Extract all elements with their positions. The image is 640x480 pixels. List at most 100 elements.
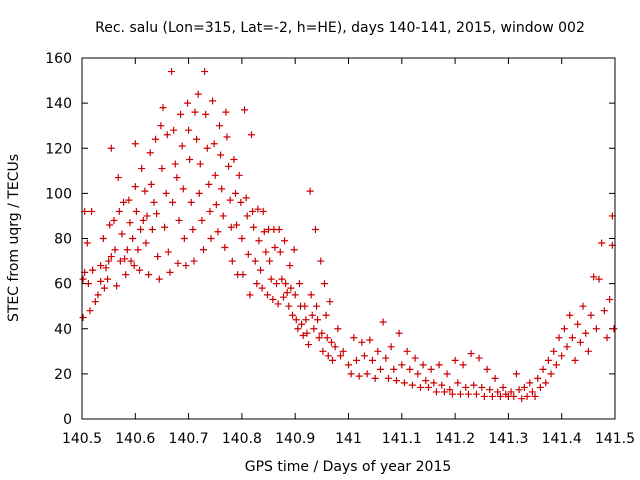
data-point-marker [79, 313, 87, 321]
data-point-marker [221, 244, 229, 252]
data-point-marker [315, 334, 323, 342]
x-tick-label: 141 [335, 431, 362, 447]
data-point-marker [125, 196, 133, 204]
data-point-marker [395, 329, 403, 337]
data-point-marker [190, 257, 198, 265]
data-point-marker [512, 370, 520, 378]
y-tick-label: 0 [63, 412, 72, 428]
data-point-marker [194, 90, 202, 98]
data-point-marker [334, 325, 342, 333]
data-point-marker [271, 244, 279, 252]
data-point-marker [467, 350, 475, 358]
data-point-marker [227, 223, 235, 231]
data-point-marker [275, 225, 283, 233]
data-point-marker [327, 338, 335, 346]
data-point-marker [228, 257, 236, 265]
data-point-marker [451, 356, 459, 364]
data-point-marker [88, 207, 96, 215]
data-point-marker [267, 275, 275, 283]
data-point-marker [371, 374, 379, 382]
data-point-marker [244, 250, 252, 258]
data-point-marker [478, 383, 486, 391]
data-point-marker [294, 325, 302, 333]
y-tick-label: 140 [45, 96, 72, 112]
data-point-marker [400, 379, 408, 387]
data-point-marker [610, 325, 618, 333]
data-point-marker [319, 347, 327, 355]
y-tick-label: 80 [54, 232, 72, 248]
data-point-marker [223, 133, 231, 141]
data-point-marker [337, 352, 345, 360]
data-point-marker [278, 275, 286, 283]
x-tick-label: 141.5 [595, 431, 635, 447]
data-point-marker [141, 187, 149, 195]
data-point-marker [155, 275, 163, 283]
data-point-marker [185, 126, 193, 134]
data-point-marker [576, 338, 584, 346]
data-point-marker [163, 131, 171, 139]
data-point-marker [496, 392, 504, 400]
data-point-marker [424, 383, 432, 391]
x-tick-label: 140.7 [169, 431, 209, 447]
data-point-marker [266, 257, 274, 265]
data-point-marker [79, 275, 87, 283]
data-point-marker [345, 361, 352, 369]
data-point-marker [406, 365, 414, 373]
data-point-marker [314, 316, 322, 324]
data-point-marker [115, 207, 123, 215]
data-point-marker [483, 365, 491, 373]
data-point-marker [212, 201, 220, 209]
data-point-marker [518, 395, 526, 403]
data-point-marker [189, 225, 197, 233]
data-point-marker [232, 189, 240, 197]
data-point-marker [510, 392, 518, 400]
data-point-marker [313, 302, 321, 310]
data-point-marker [387, 343, 395, 351]
data-point-marker [255, 237, 263, 245]
data-point-marker [249, 207, 257, 215]
data-point-marker [247, 131, 255, 139]
data-point-marker [398, 361, 406, 369]
data-point-marker [459, 361, 467, 369]
data-point-marker [139, 216, 147, 224]
y-tick-label: 160 [45, 51, 72, 67]
chart-title: Rec. salu (Lon=315, Lat=-2, h=HE), days … [95, 20, 585, 36]
data-point-marker [301, 302, 309, 310]
data-point-marker [550, 347, 558, 355]
data-point-marker [113, 282, 121, 290]
data-point-marker [201, 68, 209, 76]
data-point-marker [142, 239, 150, 247]
y-tick-label: 40 [54, 322, 72, 338]
data-point-marker [464, 390, 472, 398]
data-point-marker [217, 151, 225, 159]
data-point-marker [384, 374, 392, 382]
data-point-marker [179, 185, 187, 193]
data-point-marker [253, 280, 261, 288]
data-point-marker [184, 99, 192, 107]
data-point-marker [131, 140, 139, 148]
data-point-marker [162, 189, 170, 197]
data-point-marker [170, 126, 178, 134]
data-point-marker [157, 122, 165, 130]
data-point-marker [282, 280, 290, 288]
data-point-marker [499, 383, 507, 391]
data-point-marker [446, 386, 454, 394]
data-point-marker [193, 135, 201, 143]
data-point-marker [358, 338, 366, 346]
data-point-marker [560, 325, 568, 333]
data-point-marker [235, 171, 243, 179]
data-point-marker [289, 311, 297, 319]
data-point-marker [520, 383, 528, 391]
data-point-marker [331, 343, 339, 351]
data-point-marker [273, 280, 281, 288]
data-point-marker [186, 156, 194, 164]
data-point-marker [250, 223, 258, 231]
data-point-marker [211, 171, 219, 179]
data-point-marker [178, 142, 186, 150]
data-point-marker [145, 271, 153, 279]
data-point-marker [339, 347, 347, 355]
data-point-marker [260, 228, 268, 236]
data-point-marker [324, 352, 332, 360]
data-point-marker [295, 280, 303, 288]
